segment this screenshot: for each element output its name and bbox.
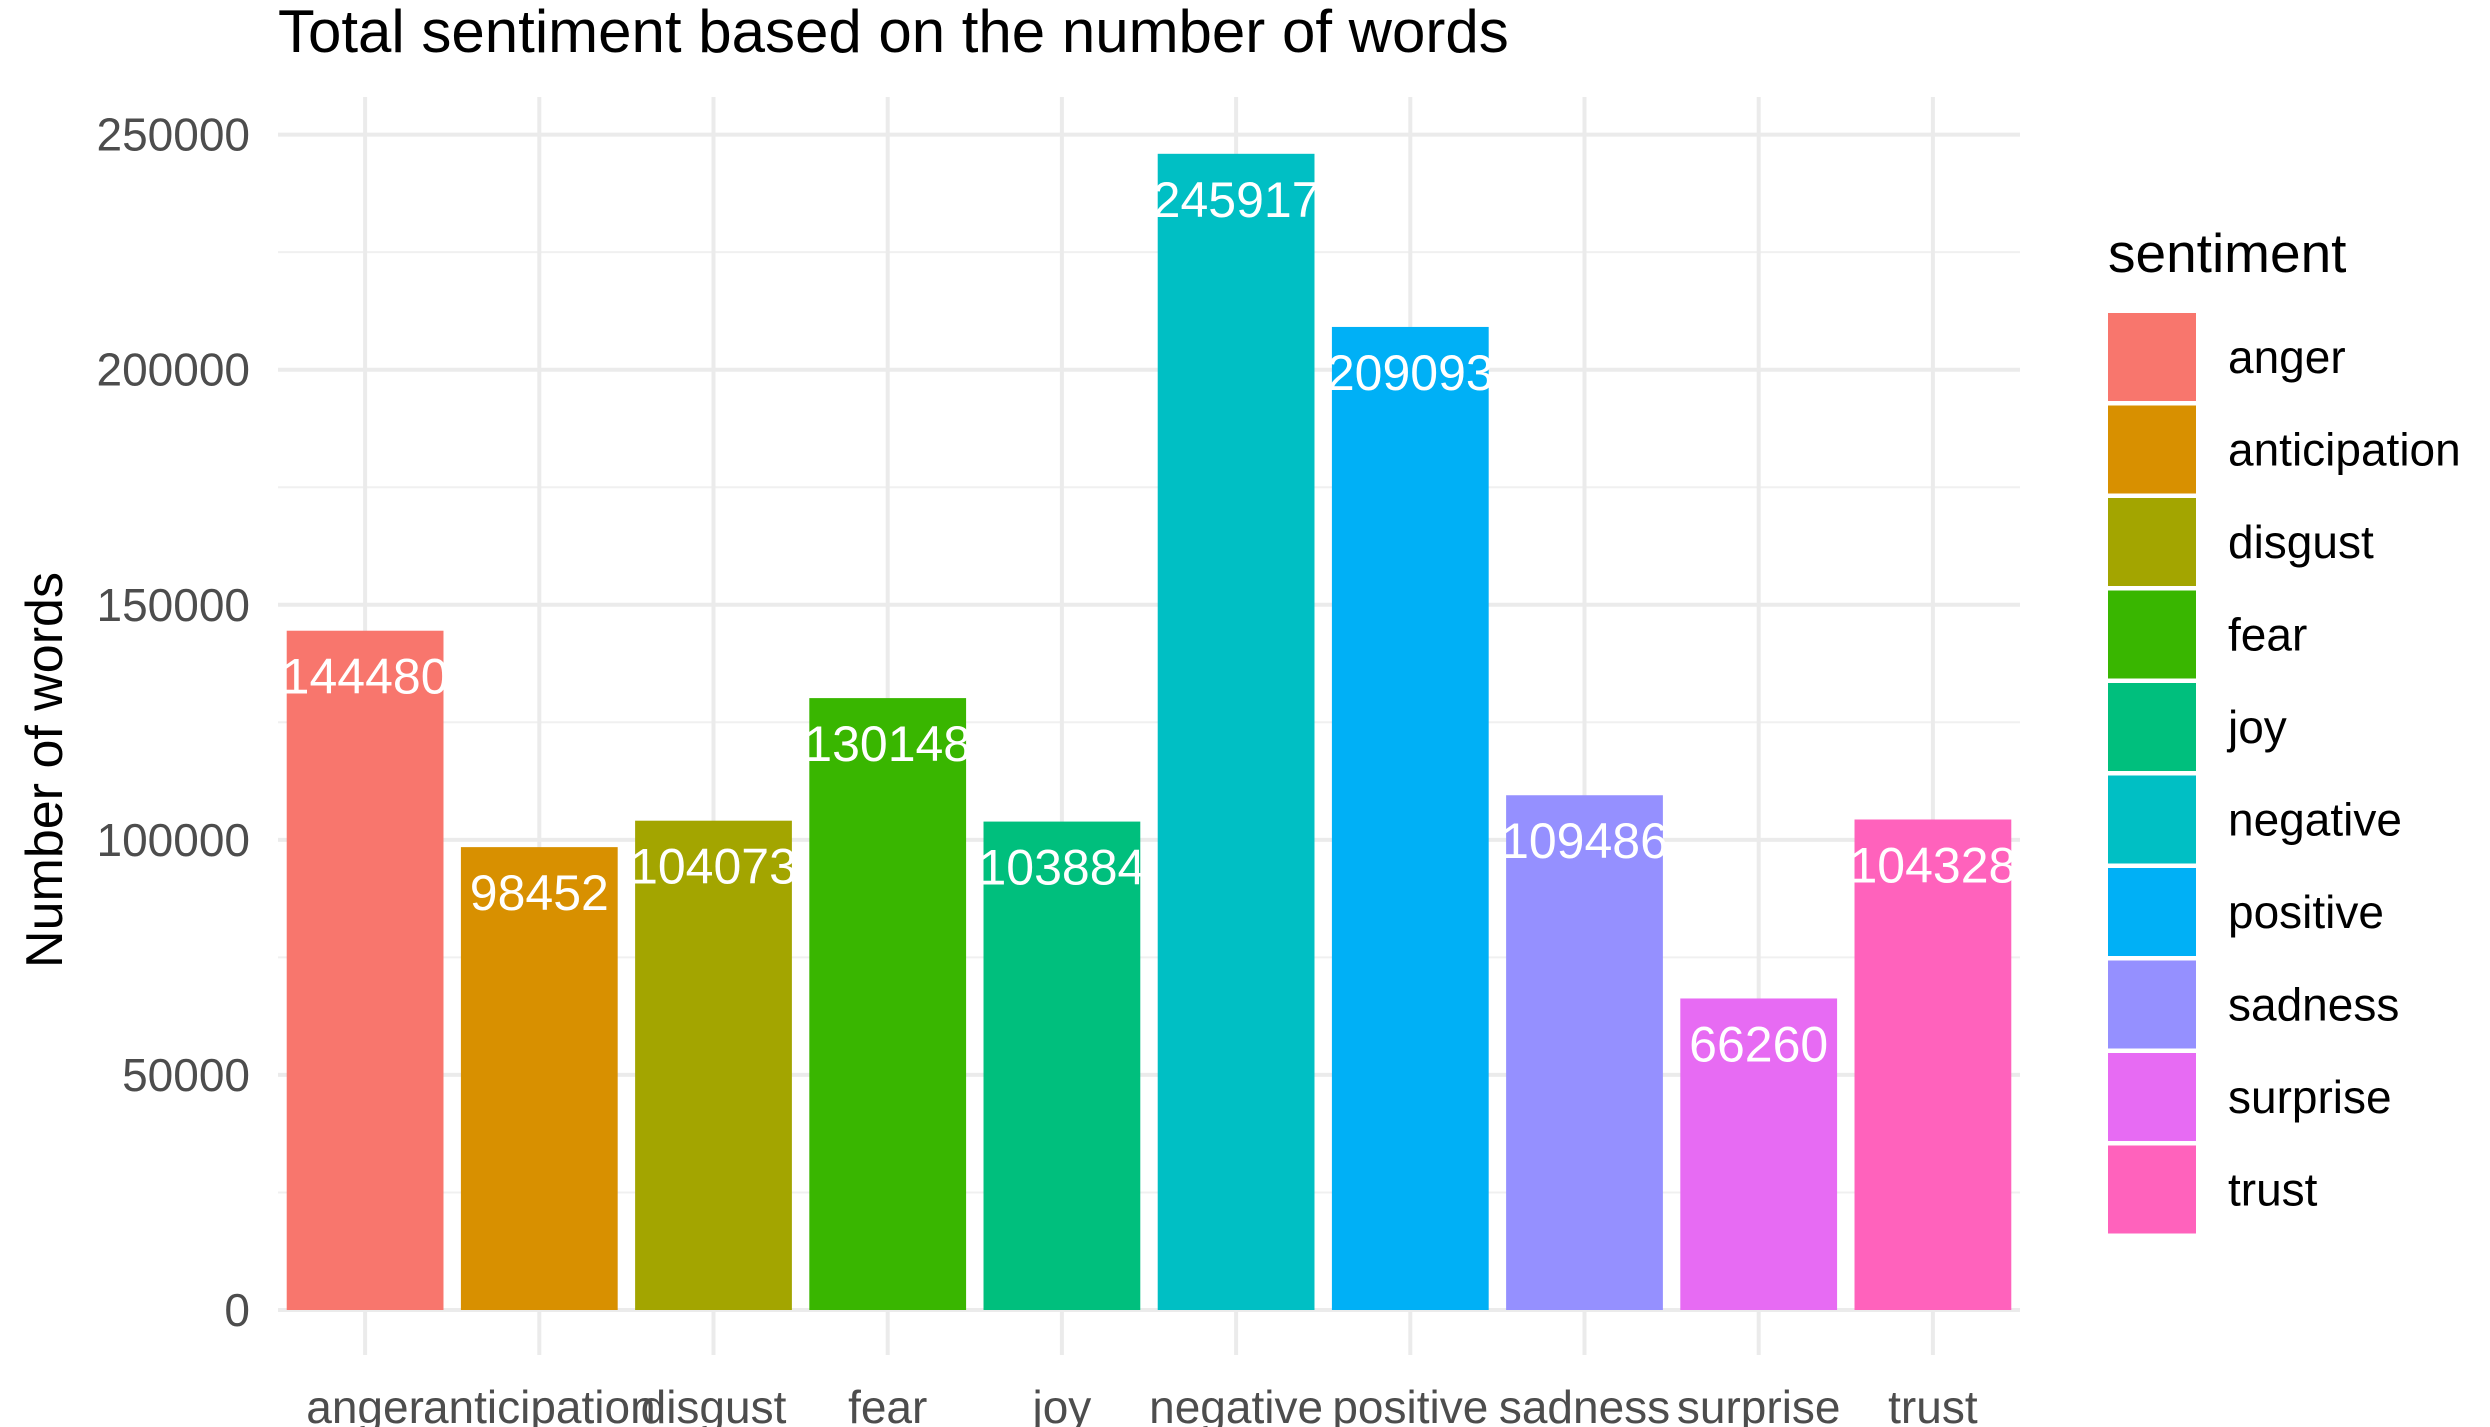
- legend-label: anger: [2228, 331, 2346, 383]
- bar-value-label: 98452: [470, 865, 609, 921]
- bar-anticipation: [460, 847, 618, 1310]
- y-tick-label: 150000: [97, 579, 251, 631]
- bar-joy: [983, 821, 1141, 1310]
- bar-value-label: 66260: [1689, 1016, 1828, 1072]
- legend-key-sadness: [2108, 960, 2196, 1049]
- x-tick-label: positive: [1332, 1381, 1488, 1427]
- legend-label: negative: [2228, 794, 2402, 846]
- bar-positive: [1331, 326, 1489, 1310]
- legend-label: positive: [2228, 886, 2384, 938]
- x-tick-label: joy: [1030, 1381, 1091, 1427]
- x-tick-label: disgust: [641, 1381, 787, 1427]
- x-tick-label: sadness: [1499, 1381, 1670, 1427]
- bar-anger: [286, 630, 444, 1310]
- legend-title: sentiment: [2108, 222, 2346, 284]
- bar-fear: [809, 698, 967, 1310]
- bar-trust: [1854, 819, 2012, 1310]
- bar-value-label: 209093: [1327, 345, 1494, 401]
- y-tick-label: 50000: [122, 1049, 250, 1101]
- x-tick-label: negative: [1149, 1381, 1323, 1427]
- y-axis: 0 50000 100000 150000 200000 250000: [97, 109, 251, 1336]
- y-tick-label: 200000: [97, 344, 251, 396]
- bar-value-label: 245917: [1153, 172, 1320, 228]
- legend-label: trust: [2228, 1164, 2318, 1216]
- bar-negative: [1157, 153, 1315, 1310]
- x-tick-label: trust: [1888, 1381, 1978, 1427]
- y-tick-label: 250000: [97, 109, 251, 161]
- legend-key-positive: [2108, 868, 2196, 956]
- bar-value-labels: 144480 98452 104073 130148 103884 245917 20909…: [282, 172, 2017, 1073]
- legend-key-surprise: [2108, 1053, 2196, 1141]
- x-tick-label: surprise: [1677, 1381, 1841, 1427]
- legend-key-disgust: [2108, 498, 2196, 586]
- bar-value-label: 103884: [978, 840, 1145, 896]
- bar-value-label: 104073: [630, 839, 797, 895]
- bar-surprise: [1680, 998, 1838, 1310]
- y-tick-label: 0: [224, 1284, 250, 1336]
- legend-key-anger: [2108, 313, 2196, 401]
- legend-label: joy: [2226, 701, 2287, 753]
- legend-key-trust: [2108, 1145, 2196, 1234]
- legend-label: surprise: [2228, 1071, 2392, 1123]
- bar-disgust: [635, 820, 792, 1310]
- legend-key-anticipation: [2108, 405, 2196, 494]
- legend-key-negative: [2108, 775, 2196, 864]
- bar-value-label: 130148: [804, 716, 971, 772]
- bar-value-label: 109486: [1501, 813, 1668, 869]
- x-tick-label: fear: [848, 1381, 927, 1427]
- legend-label: sadness: [2228, 979, 2399, 1031]
- legend-label: disgust: [2228, 516, 2374, 568]
- legend-key-fear: [2108, 590, 2196, 679]
- bar-value-label: 104328: [1849, 837, 2016, 893]
- bar-sadness: [1506, 795, 1663, 1310]
- y-axis-label: Number of words: [16, 572, 74, 968]
- legend-key-joy: [2108, 683, 2196, 771]
- bar-value-label: 144480: [282, 649, 449, 705]
- y-tick-label: 100000: [97, 814, 251, 866]
- legend: sentiment anger anticipation disgust fear jo…: [2108, 222, 2461, 1234]
- chart-title: Total sentiment based on the number of w…: [278, 0, 1509, 65]
- x-tick-label: anticipation: [423, 1381, 656, 1427]
- legend-label: anticipation: [2228, 424, 2461, 476]
- x-tick-label: anger: [306, 1381, 424, 1427]
- bars: [286, 153, 2012, 1310]
- legend-label: fear: [2228, 609, 2307, 661]
